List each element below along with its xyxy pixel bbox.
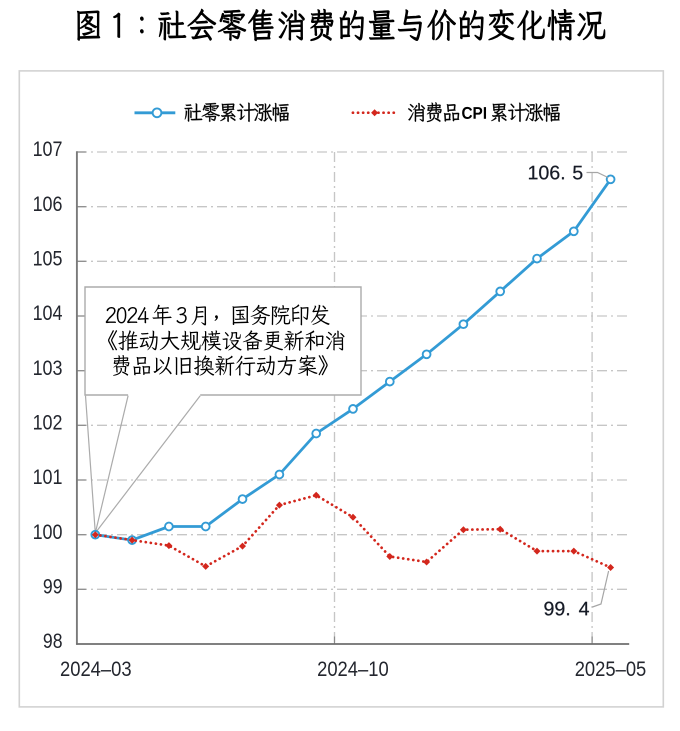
svg-text:104: 104 (33, 302, 63, 325)
svg-text:101: 101 (33, 466, 63, 489)
svg-text:105: 105 (33, 248, 63, 271)
svg-text:2025–05: 2025–05 (575, 658, 647, 681)
svg-text:107: 107 (33, 138, 63, 161)
svg-text:2024–03: 2024–03 (60, 658, 132, 681)
svg-text:99: 99 (43, 576, 63, 599)
svg-text:102: 102 (33, 412, 63, 435)
svg-text:106: 106 (33, 193, 63, 216)
svg-text:100: 100 (33, 521, 63, 544)
svg-text:103: 103 (33, 357, 63, 380)
svg-text:98: 98 (43, 630, 63, 653)
svg-text:2024–10: 2024–10 (317, 658, 389, 681)
